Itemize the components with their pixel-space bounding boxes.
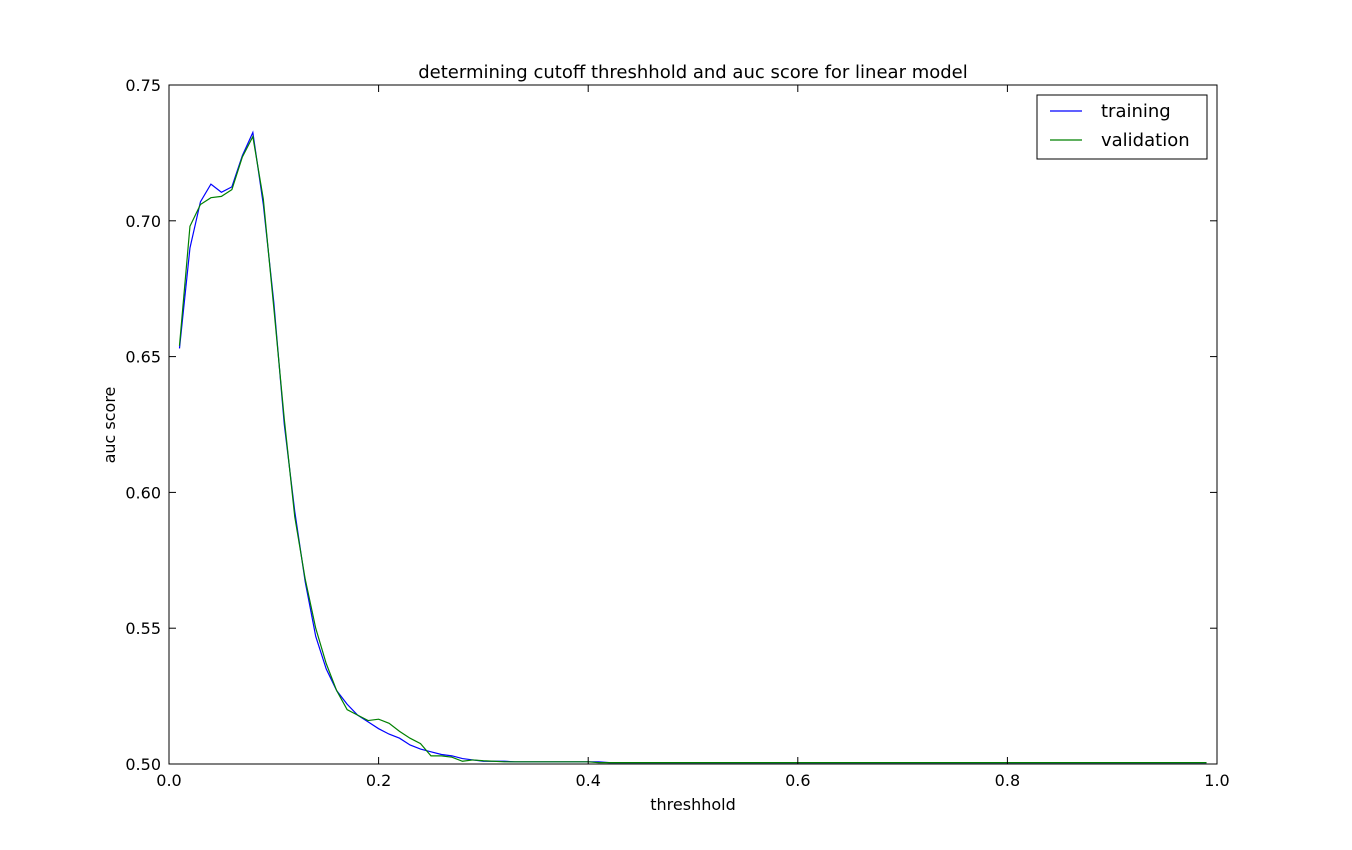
x-tick-label: 0.2	[366, 771, 391, 790]
plot-area-frame	[168, 84, 1218, 765]
y-tick-label: 0.50	[125, 755, 161, 774]
y-tick-label: 0.65	[125, 348, 161, 367]
y-tick-label: 0.70	[125, 212, 161, 231]
y-tick-label: 0.75	[125, 76, 161, 95]
y-axis-label: auc score	[100, 387, 119, 464]
ticks-layer: 0.0 0.2 0.4 0.6 0.8 1.0 0.50 0.55 0.60 0.65 0.70 0.…	[125, 76, 1229, 790]
y-tick-label: 0.60	[125, 483, 161, 502]
series-layer	[178, 130, 1207, 764]
legend: training validation	[1036, 94, 1208, 160]
legend-label-validation: validation	[1101, 130, 1190, 151]
x-tick-label: 0.0	[156, 771, 181, 790]
legend-label-training: training	[1101, 101, 1171, 122]
chart-title: determining cutoff threshhold and auc sc…	[418, 62, 968, 83]
legend-box	[1036, 94, 1208, 160]
series-line-validation	[178, 134, 1207, 764]
x-tick-label: 1.0	[1204, 771, 1229, 790]
x-axis-label: threshhold	[650, 795, 736, 814]
x-tick-label: 0.6	[785, 771, 810, 790]
y-tick-label: 0.55	[125, 619, 161, 638]
x-tick-label: 0.4	[575, 771, 600, 790]
x-tick-label: 0.8	[995, 771, 1020, 790]
